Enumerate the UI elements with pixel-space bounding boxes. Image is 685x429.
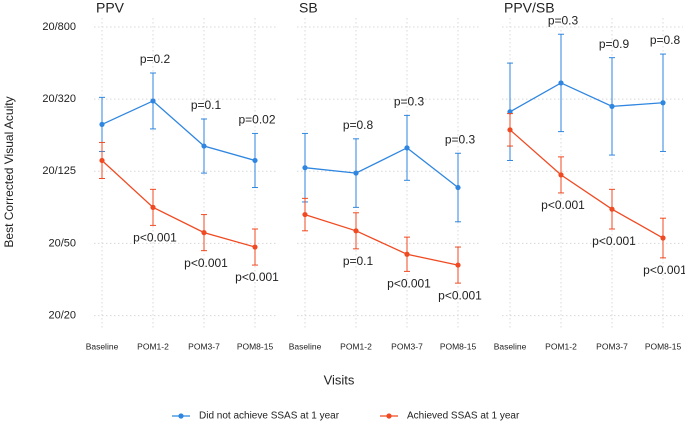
- x-tick-label: POM1-2: [137, 341, 169, 351]
- series-line: [509, 129, 664, 239]
- data-point: [558, 172, 564, 178]
- p-value-label: p<0.001: [592, 234, 636, 248]
- x-tick-label: POM3-7: [188, 341, 220, 351]
- p-value-label: p=0.8: [343, 118, 374, 132]
- legend-marker: [178, 413, 184, 419]
- p-value-label: p<0.001: [643, 263, 685, 277]
- data-point: [99, 121, 105, 128]
- p-value-label: p<0.001: [438, 288, 482, 302]
- series-line: [304, 147, 459, 189]
- data-point: [609, 103, 615, 109]
- y-axis-label: Best Corrected Visual Acuity: [2, 96, 16, 247]
- series-line: [101, 159, 256, 248]
- data-point: [660, 235, 666, 241]
- panel-title: PPV: [96, 0, 125, 16]
- y-tick-label: 20/125: [42, 165, 76, 177]
- x-axis-label: Visits: [324, 372, 355, 387]
- data-point: [404, 145, 410, 151]
- data-point: [302, 211, 308, 218]
- p-value-label: p=0.1: [191, 98, 222, 112]
- data-point: [252, 244, 258, 250]
- series-line: [304, 213, 459, 266]
- p-value-label: p=0.02: [238, 113, 275, 127]
- data-point: [353, 228, 359, 234]
- data-point: [609, 206, 615, 212]
- data-point: [201, 230, 207, 236]
- x-tick-label: POM1-2: [545, 341, 577, 351]
- x-tick-label: POM1-2: [340, 341, 372, 351]
- legend-label: Achieved SSAS at 1 year: [407, 411, 520, 422]
- panel-title: SB: [299, 0, 318, 16]
- data-point: [660, 100, 666, 106]
- data-point: [507, 127, 513, 133]
- data-point: [507, 109, 513, 115]
- data-point: [455, 184, 461, 191]
- x-tick-label: Baseline: [494, 341, 527, 351]
- x-tick-label: POM8-15: [645, 341, 682, 351]
- x-tick-label: Baseline: [86, 341, 119, 351]
- series-line: [101, 100, 256, 162]
- x-tick-label: POM3-7: [596, 341, 628, 351]
- x-tick-label: POM8-15: [440, 341, 477, 351]
- p-value-label: p<0.001: [541, 198, 585, 212]
- p-value-label: p=0.3: [548, 13, 579, 27]
- data-point: [150, 204, 156, 210]
- data-point: [404, 251, 410, 257]
- data-point: [558, 80, 564, 86]
- series-line: [509, 82, 664, 113]
- p-value-label: p=0.2: [140, 52, 171, 66]
- y-tick-label: 20/50: [48, 237, 76, 249]
- data-point: [150, 98, 156, 104]
- x-tick-label: POM3-7: [391, 341, 423, 351]
- p-value-label: p=0.3: [445, 132, 476, 146]
- p-value-label: p=0.8: [650, 33, 681, 47]
- data-point: [302, 165, 308, 171]
- p-value-label: p<0.001: [235, 270, 279, 284]
- p-value-label: p=0.3: [394, 95, 425, 109]
- x-tick-label: Baseline: [289, 341, 322, 351]
- legend-label: Did not achieve SSAS at 1 year: [199, 411, 340, 422]
- legend-marker: [386, 413, 392, 419]
- data-point: [201, 143, 207, 149]
- x-tick-label: POM8-15: [237, 341, 274, 351]
- data-point: [455, 262, 461, 268]
- data-point: [99, 157, 105, 164]
- data-point: [252, 157, 258, 164]
- p-value-label: p<0.001: [184, 256, 228, 270]
- y-tick-label: 20/20: [48, 309, 76, 321]
- p-value-label: p=0.1: [343, 254, 374, 268]
- panel-title: PPV/SB: [504, 0, 555, 16]
- p-value-label: p<0.001: [133, 231, 177, 245]
- y-tick-label: 20/800: [42, 21, 76, 33]
- p-value-label: p=0.9: [599, 37, 630, 51]
- p-value-label: p<0.001: [387, 277, 431, 291]
- y-tick-label: 20/320: [42, 93, 76, 105]
- data-point: [353, 170, 359, 176]
